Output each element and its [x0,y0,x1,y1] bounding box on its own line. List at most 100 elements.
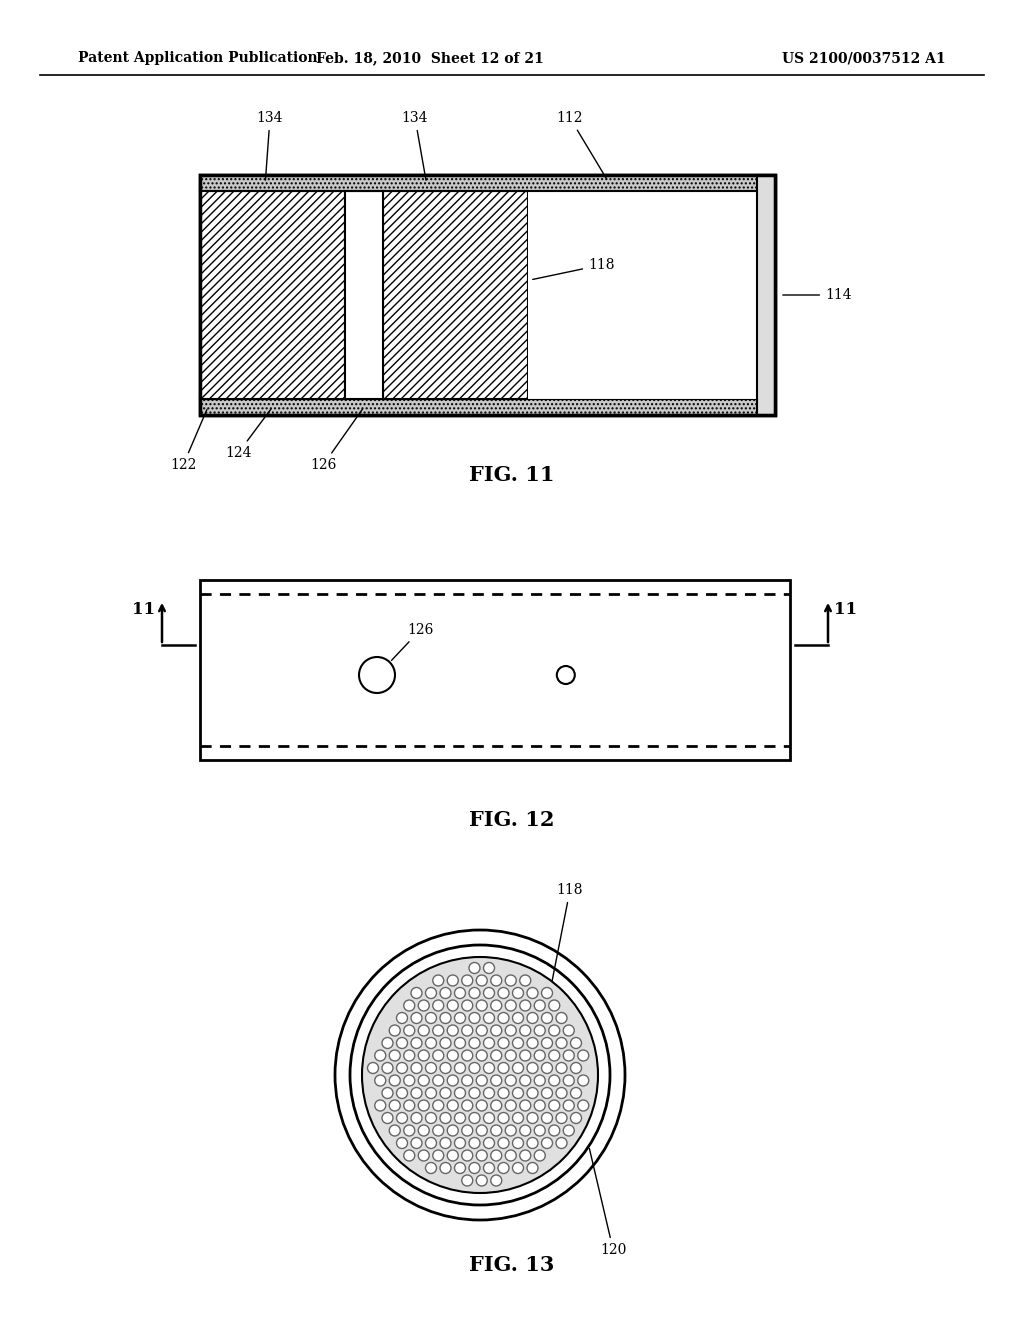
Circle shape [375,1100,386,1111]
Circle shape [403,1049,415,1061]
Circle shape [440,1038,451,1048]
Circle shape [469,1063,480,1073]
Circle shape [556,1088,567,1098]
Circle shape [527,1012,538,1023]
Circle shape [382,1088,393,1098]
Circle shape [490,1150,502,1162]
Circle shape [490,1049,502,1061]
Circle shape [433,1026,443,1036]
Circle shape [426,1088,436,1098]
Circle shape [520,975,530,986]
Circle shape [469,1088,480,1098]
Text: 134: 134 [401,111,428,181]
Bar [200,399,775,414]
Circle shape [498,987,509,998]
Circle shape [527,1138,538,1148]
Circle shape [368,1063,379,1073]
Circle shape [512,1012,523,1023]
Circle shape [382,1113,393,1123]
Circle shape [505,1001,516,1011]
Circle shape [556,1063,567,1073]
Circle shape [440,1138,451,1148]
Circle shape [440,1163,451,1173]
Circle shape [535,1026,545,1036]
Bar [200,191,345,399]
Circle shape [396,1138,408,1148]
Circle shape [483,1163,495,1173]
Circle shape [455,1038,466,1048]
Circle shape [462,1100,473,1111]
Circle shape [462,1074,473,1086]
Circle shape [447,1100,459,1111]
Circle shape [483,1012,495,1023]
Circle shape [535,1049,545,1061]
Circle shape [426,1138,436,1148]
Circle shape [578,1049,589,1061]
Circle shape [455,1113,466,1123]
Text: US 2100/0037512 A1: US 2100/0037512 A1 [782,51,946,65]
Circle shape [535,1074,545,1086]
Circle shape [498,1012,509,1023]
Circle shape [505,1026,516,1036]
Circle shape [440,987,451,998]
Circle shape [433,1100,443,1111]
Circle shape [578,1100,589,1111]
Circle shape [563,1100,574,1111]
Text: 124: 124 [225,409,270,459]
Circle shape [433,1074,443,1086]
Circle shape [382,1038,393,1048]
Bar [383,191,528,399]
Circle shape [527,1038,538,1048]
Circle shape [447,1026,459,1036]
Circle shape [476,1125,487,1137]
Circle shape [512,1088,523,1098]
Circle shape [462,1175,473,1185]
Circle shape [578,1074,589,1086]
Circle shape [455,1063,466,1073]
Circle shape [527,1113,538,1123]
Bar [200,579,790,760]
Circle shape [527,1088,538,1098]
Circle shape [433,1001,443,1011]
Circle shape [520,1026,530,1036]
Circle shape [403,1001,415,1011]
Circle shape [433,975,443,986]
Circle shape [389,1125,400,1137]
Circle shape [520,1100,530,1111]
Circle shape [476,1001,487,1011]
Circle shape [490,1175,502,1185]
Circle shape [520,1125,530,1137]
Circle shape [542,1038,553,1048]
Circle shape [411,1012,422,1023]
Circle shape [505,1074,516,1086]
Circle shape [512,987,523,998]
Circle shape [520,1150,530,1162]
Circle shape [411,1038,422,1048]
Circle shape [447,975,459,986]
Circle shape [462,1001,473,1011]
Circle shape [483,1113,495,1123]
Circle shape [389,1074,400,1086]
Circle shape [498,1088,509,1098]
Circle shape [512,1113,523,1123]
Circle shape [570,1063,582,1073]
Circle shape [403,1026,415,1036]
Circle shape [563,1026,574,1036]
Circle shape [447,1074,459,1086]
Circle shape [505,1049,516,1061]
Circle shape [549,1001,560,1011]
Circle shape [527,1163,538,1173]
Circle shape [462,1026,473,1036]
Circle shape [490,975,502,986]
Circle shape [350,945,610,1205]
Circle shape [462,1150,473,1162]
Circle shape [426,1113,436,1123]
Circle shape [512,1163,523,1173]
Circle shape [440,1063,451,1073]
Circle shape [549,1100,560,1111]
Circle shape [520,1001,530,1011]
Circle shape [535,1100,545,1111]
Circle shape [426,987,436,998]
Bar [528,191,757,399]
Circle shape [527,987,538,998]
